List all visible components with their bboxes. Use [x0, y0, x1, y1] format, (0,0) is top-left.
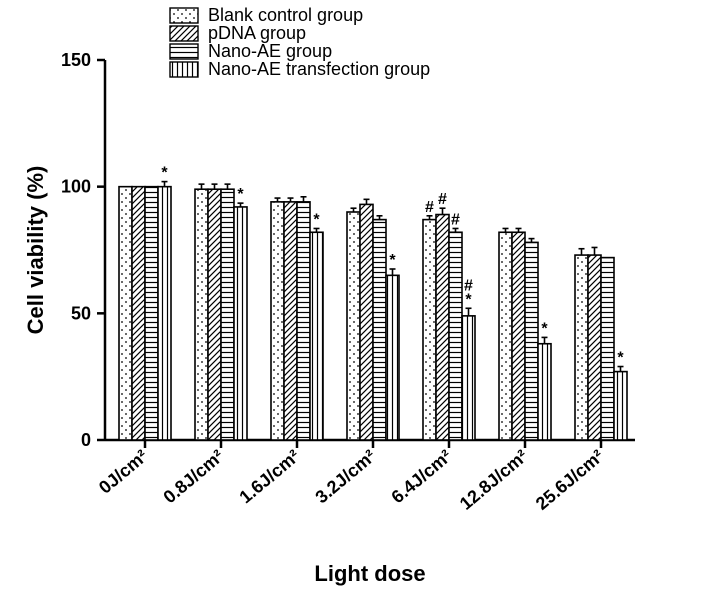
svg-text:12.8J/cm²: 12.8J/cm² [456, 446, 532, 514]
cell-viability-chart: 0 50 100 150 Cell viability (%) 0J/cm² * 0.8J/c… [0, 0, 709, 599]
chart-svg: 0 50 100 150 Cell viability (%) 0J/cm² * 0.8J/c… [0, 0, 709, 599]
svg-text:0J/cm²: 0J/cm² [95, 446, 152, 498]
svg-text:50: 50 [71, 303, 91, 323]
svg-text:*: * [389, 252, 396, 269]
svg-text:1.6J/cm²: 1.6J/cm² [236, 446, 304, 508]
svg-text:*: * [313, 211, 320, 228]
svg-text:Nano-AE transfection group: Nano-AE transfection group [208, 59, 430, 79]
svg-text:#: # [425, 199, 434, 216]
svg-text:*: * [237, 186, 244, 203]
svg-text:0: 0 [81, 430, 91, 450]
svg-text:25.6J/cm²: 25.6J/cm² [532, 446, 608, 514]
svg-text:100: 100 [61, 177, 91, 197]
svg-text:#: # [464, 277, 473, 294]
svg-text:6.4J/cm²: 6.4J/cm² [388, 446, 456, 508]
svg-text:*: * [617, 350, 624, 367]
svg-text:*: * [541, 320, 548, 337]
svg-text:#: # [438, 191, 447, 208]
svg-text:Light dose: Light dose [314, 561, 425, 586]
svg-text:#: # [451, 211, 460, 228]
svg-text:pDNA group: pDNA group [208, 23, 306, 43]
svg-text:Blank control group: Blank control group [208, 5, 363, 25]
svg-text:3.2J/cm²: 3.2J/cm² [312, 446, 380, 508]
svg-text:Cell viability (%): Cell viability (%) [23, 166, 48, 335]
svg-text:*: * [161, 165, 168, 182]
svg-text:150: 150 [61, 50, 91, 70]
svg-text:0.8J/cm²: 0.8J/cm² [160, 446, 228, 508]
svg-text:Nano-AE group: Nano-AE group [208, 41, 332, 61]
